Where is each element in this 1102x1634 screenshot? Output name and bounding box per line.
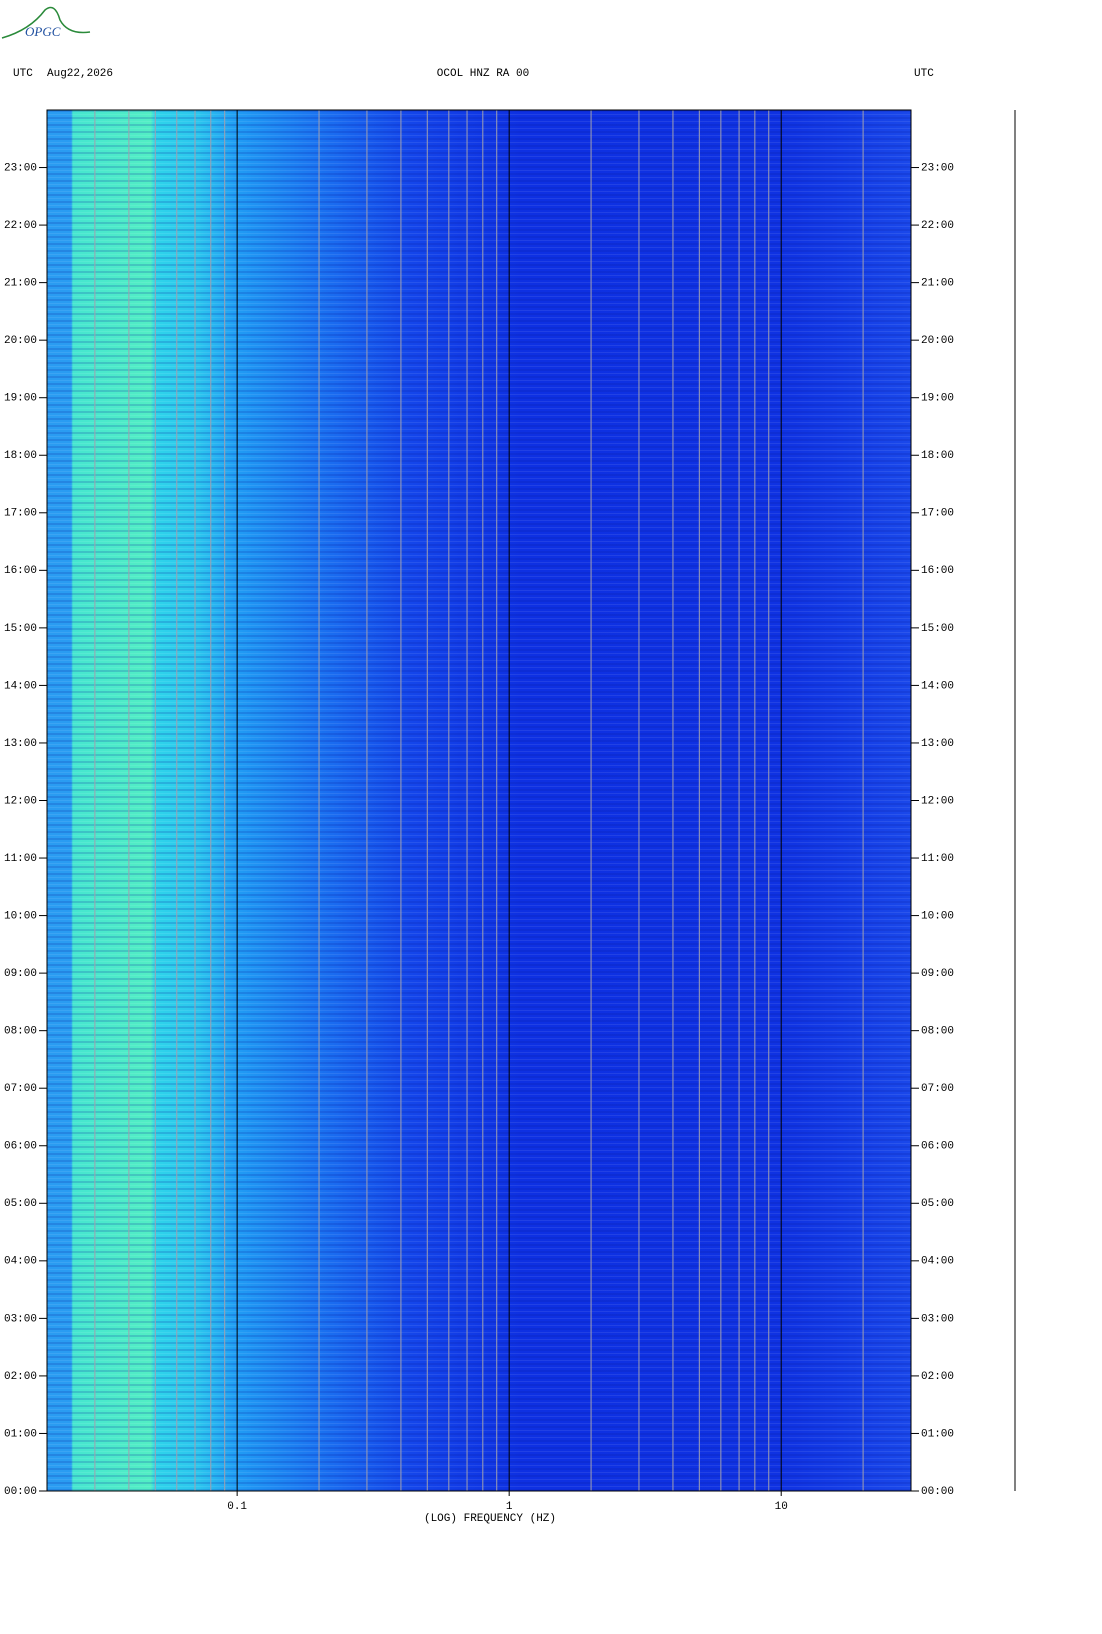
y-tick-label: 16:00 [921,565,954,577]
y-tick-label: 05:00 [4,1198,37,1210]
y-tick-label: 08:00 [921,1026,954,1038]
header-right: UTC [914,68,934,80]
y-tick-label: 15:00 [4,623,37,635]
logo: OPGC [1,6,91,39]
y-tick-label: 17:00 [4,508,37,520]
y-tick-label: 22:00 [4,220,37,232]
y-tick-label: 08:00 [4,1026,37,1038]
y-tick-label: 09:00 [921,968,954,980]
y-tick-label: 02:00 [4,1371,37,1383]
y-tick-label: 20:00 [4,335,37,347]
date: Aug22,2026 [47,68,113,80]
header-left: UTC [13,68,33,80]
y-tick-label: 20:00 [921,335,954,347]
x-tick-label: 0.1 [227,1501,247,1513]
y-tick-label: 14:00 [4,680,37,692]
y-tick-label: 09:00 [4,968,37,980]
y-tick-label: 23:00 [4,162,37,174]
y-tick-label: 07:00 [921,1083,954,1095]
y-tick-label: 23:00 [921,162,954,174]
y-tick-label: 19:00 [921,393,954,405]
chart-title: OCOL HNZ RA 00 [437,68,529,80]
y-tick-label: 17:00 [921,508,954,520]
spectrogram-texture [47,110,911,1491]
y-tick-label: 18:00 [4,450,37,462]
y-tick-label: 03:00 [921,1313,954,1325]
y-tick-label: 22:00 [921,220,954,232]
y-tick-label: 07:00 [4,1083,37,1095]
y-tick-label: 03:00 [4,1313,37,1325]
logo-text: OPGC [25,24,61,39]
x-tick-label: 10 [775,1501,788,1513]
y-tick-label: 12:00 [921,795,954,807]
y-tick-label: 21:00 [921,278,954,290]
y-tick-label: 00:00 [4,1486,37,1498]
y-tick-label: 18:00 [921,450,954,462]
y-tick-label: 14:00 [921,680,954,692]
y-tick-label: 16:00 [4,565,37,577]
y-tick-label: 10:00 [921,910,954,922]
y-tick-label: 19:00 [4,393,37,405]
x-axis-title: (LOG) FREQUENCY (HZ) [424,1513,556,1525]
y-tick-label: 00:00 [921,1486,954,1498]
y-tick-label: 06:00 [921,1141,954,1153]
y-tick-label: 13:00 [921,738,954,750]
y-tick-label: 13:00 [4,738,37,750]
y-tick-label: 04:00 [4,1256,37,1268]
y-tick-label: 15:00 [921,623,954,635]
y-tick-label: 11:00 [4,853,37,865]
y-tick-label: 04:00 [921,1256,954,1268]
y-tick-label: 01:00 [921,1428,954,1440]
y-tick-label: 11:00 [921,853,954,865]
y-tick-label: 02:00 [921,1371,954,1383]
y-tick-label: 05:00 [921,1198,954,1210]
y-tick-label: 06:00 [4,1141,37,1153]
plot-frame [46,109,912,1492]
y-tick-label: 10:00 [4,910,37,922]
y-tick-label: 01:00 [4,1428,37,1440]
y-tick-label: 12:00 [4,795,37,807]
x-tick-label: 1 [506,1501,513,1513]
y-tick-label: 21:00 [4,278,37,290]
